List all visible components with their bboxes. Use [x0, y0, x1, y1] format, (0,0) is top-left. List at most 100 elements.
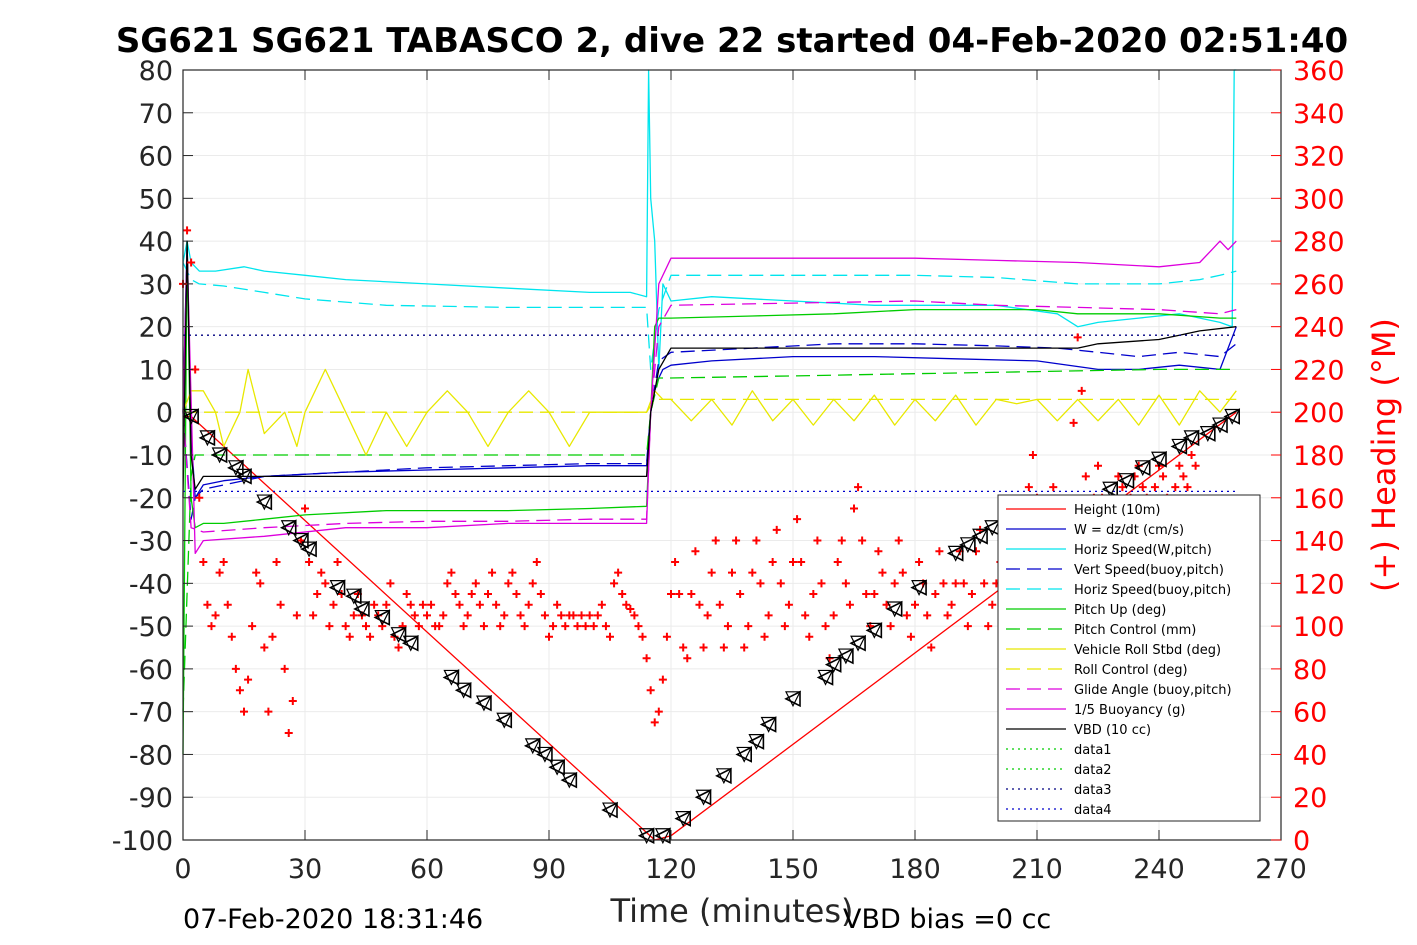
heading-point [410, 611, 419, 620]
depth-marker [1170, 438, 1188, 455]
heading-point [500, 611, 509, 620]
legend-label: Vehicle Roll Stbd (deg) [1074, 643, 1221, 658]
right-tick-label: 120 [1293, 569, 1345, 600]
right-tick-label: 100 [1293, 612, 1345, 643]
legend-label: data3 [1074, 783, 1112, 798]
heading-point [512, 590, 521, 599]
heading-point [260, 643, 269, 652]
heading-point [935, 547, 944, 556]
depth-marker [1211, 416, 1228, 434]
heading-point [288, 696, 297, 705]
legend-label: data4 [1074, 803, 1112, 818]
heading-point [520, 622, 529, 631]
legend-label: Roll Control (deg) [1074, 663, 1188, 678]
heading-point [1081, 472, 1090, 481]
depth-marker [637, 827, 655, 845]
heading-point [606, 632, 614, 641]
depth-marker [373, 609, 391, 626]
heading-point [748, 568, 757, 577]
heading-point [1183, 483, 1192, 492]
heading-point [732, 536, 741, 545]
heading-point [455, 600, 464, 609]
heading-point [345, 632, 354, 641]
depth-marker [946, 545, 964, 562]
heading-point [443, 579, 452, 588]
heading-point [679, 643, 688, 652]
heading-point [508, 568, 517, 577]
heading-point [646, 686, 655, 695]
heading-point [764, 611, 773, 620]
heading-point [467, 590, 476, 599]
heading-point [561, 622, 570, 631]
depth-marker [849, 634, 867, 652]
heading-point [248, 622, 257, 631]
depth-marker [1101, 480, 1119, 498]
heading-point [1175, 461, 1184, 470]
heading-point [313, 590, 322, 599]
heading-point [301, 504, 309, 513]
y-tick-label: 60 [139, 142, 173, 173]
depth-marker [1117, 472, 1135, 490]
heading-point [626, 605, 635, 613]
y-tick-label: 10 [139, 355, 173, 386]
legend-label: Height (10m) [1074, 503, 1160, 518]
heading-point [622, 600, 631, 609]
depth-marker [694, 788, 712, 806]
depth-marker [1133, 459, 1151, 477]
heading-point [797, 557, 806, 566]
heading-point [601, 622, 610, 631]
heading-point [532, 557, 541, 566]
depth-marker [959, 536, 976, 554]
heading-point [471, 579, 480, 588]
heading-point [252, 568, 261, 577]
depth-marker [235, 468, 252, 485]
heading-point [642, 654, 651, 663]
legend-label: Pitch Control (mm) [1074, 623, 1196, 638]
y-tick-label: 50 [139, 184, 173, 215]
heading-point [545, 632, 553, 641]
heading-point [618, 590, 627, 599]
heading-point [557, 611, 566, 620]
heading-point [610, 579, 619, 588]
right-tick-label: 260 [1293, 270, 1345, 301]
heading-point [667, 590, 675, 599]
heading-point [317, 568, 326, 577]
heading-point [886, 622, 895, 631]
heading-point [479, 622, 488, 631]
heading-point [850, 504, 858, 513]
heading-point [894, 536, 903, 545]
heading-point [1150, 483, 1159, 492]
heading-point [516, 611, 525, 620]
heading-point [219, 557, 228, 566]
axis-ticks: 0 30 60 90 120 150 180 210 240 270 80 70 60 50 40 30 20 1… [112, 56, 1345, 885]
heading-point [264, 707, 273, 716]
right-axis-label: (+) Heading (°M) [1365, 318, 1403, 592]
right-tick-label: 40 [1293, 740, 1327, 771]
heading-point [809, 590, 818, 599]
heading-point [780, 622, 789, 631]
heading-point [276, 600, 285, 609]
heading-point [1159, 472, 1168, 481]
heading-point [1049, 483, 1058, 492]
heading-point [406, 600, 415, 609]
heading-point [223, 600, 232, 609]
depth-marker [292, 532, 309, 549]
timestamp-footer: 07-Feb-2020 18:31:46 [183, 904, 483, 935]
depth-marker [560, 771, 578, 789]
heading-point [772, 525, 781, 534]
depth-marker [475, 694, 492, 712]
heading-point [597, 600, 606, 609]
heading-point [227, 632, 236, 641]
heading-point [967, 590, 976, 599]
heading-point [492, 600, 501, 609]
heading-point [284, 729, 293, 738]
heading-point [1028, 451, 1037, 459]
depth-marker [885, 600, 903, 618]
right-tick-label: 300 [1293, 184, 1345, 215]
heading-point [394, 643, 403, 652]
heading-point [488, 568, 497, 577]
heading-point [650, 718, 659, 727]
legend-label: Horiz Speed(W,pitch) [1074, 543, 1212, 558]
heading-point [691, 547, 700, 556]
